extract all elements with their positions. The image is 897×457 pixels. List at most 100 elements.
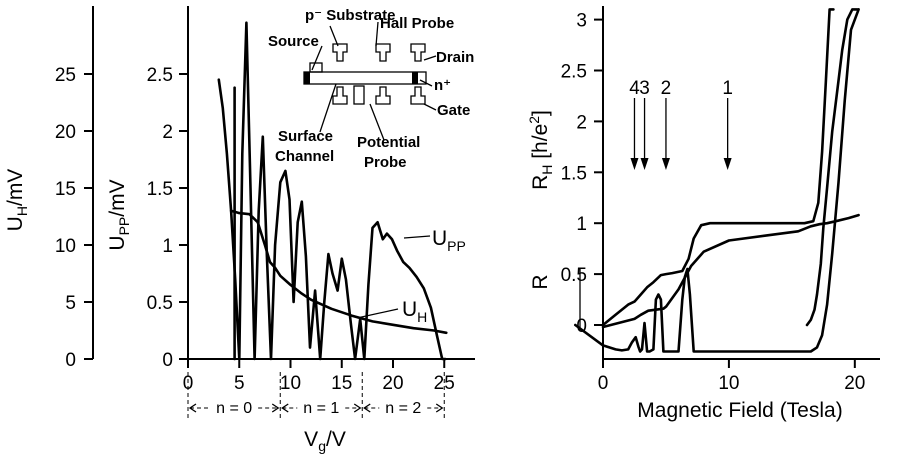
upp-series-label: UPP xyxy=(432,227,466,254)
uh-label-suffix: /mV xyxy=(4,169,27,206)
field-tick-label: 0 xyxy=(598,373,609,394)
filling-factor-label: 1 xyxy=(722,78,733,99)
rh-tick-label: 1 xyxy=(576,214,587,235)
rh-curve-3 xyxy=(574,8,860,353)
upp-tick-label: 0 xyxy=(162,350,173,371)
inset-label: Surface xyxy=(278,128,333,145)
uh-leader xyxy=(356,308,399,319)
rh-curve-0 xyxy=(601,8,835,327)
inset-leader xyxy=(375,21,379,47)
rh-label-end: ] xyxy=(529,110,552,116)
uh-tick-label: 15 xyxy=(55,179,76,200)
uh-series-sub: H xyxy=(417,309,427,325)
upp-series-main: U xyxy=(432,227,447,250)
inset-leader xyxy=(423,55,437,61)
probe-pad xyxy=(410,86,426,105)
uh-curve xyxy=(229,209,448,335)
upp-label-sub: PP xyxy=(116,217,132,236)
vg-label-sub: g xyxy=(318,438,326,454)
probe-pad xyxy=(375,86,391,105)
upp-leader xyxy=(403,235,431,239)
rh-label-sup: 2 xyxy=(526,116,542,124)
upp-tick-label: 2 xyxy=(162,122,173,143)
inset-label: Potential xyxy=(357,134,420,151)
device-channel-bar xyxy=(303,71,427,85)
inset-label: Source xyxy=(268,33,319,50)
upp-label-suffix: /mV xyxy=(106,179,129,216)
region-arrowhead xyxy=(271,403,280,413)
arrowhead xyxy=(661,158,670,170)
upp-tick-label: 1.5 xyxy=(147,179,173,200)
probe-pad xyxy=(375,43,391,62)
region-label: n = 1 xyxy=(303,400,339,417)
inset-leader xyxy=(319,83,337,133)
rh-tick-label: 0.5 xyxy=(561,265,587,286)
region-arrowhead xyxy=(435,403,444,413)
region-label: n = 0 xyxy=(216,400,252,417)
uh-tick-label: 25 xyxy=(55,65,76,86)
arrowhead xyxy=(640,158,649,170)
vg-tick-label: 15 xyxy=(331,373,352,394)
filling-factor-label: 3 xyxy=(639,78,650,99)
source-contact xyxy=(304,72,310,84)
uh-label-main: U xyxy=(4,216,27,231)
vg-tick-label: 10 xyxy=(280,373,301,394)
vg-label-suffix: /V xyxy=(326,428,346,451)
rh-label-main: R xyxy=(529,175,552,190)
probe-pad xyxy=(332,43,348,62)
rh-tick-label: 1.5 xyxy=(561,163,587,184)
gate-pad xyxy=(353,85,365,105)
upp-axis-label: UPP/mV xyxy=(106,179,132,250)
inset-leader xyxy=(369,103,385,141)
rh-tick-label: 2 xyxy=(576,112,587,133)
field-axis-label: Magnetic Field (Tesla) xyxy=(637,399,842,422)
arrowhead xyxy=(630,158,639,170)
upp-series-sub: PP xyxy=(447,238,466,254)
upp-tick-label: 0.5 xyxy=(147,293,173,314)
uh-series-main: U xyxy=(402,298,417,321)
region-arrowhead xyxy=(281,403,289,413)
filling-factor-label: 4 xyxy=(629,78,640,99)
vg-tick-label: 0 xyxy=(183,373,194,394)
vg-tick-label: 5 xyxy=(234,373,245,394)
rh-axis-label: RH [h/e2] xyxy=(526,110,555,190)
region-arrowhead xyxy=(188,403,197,413)
source-pad xyxy=(309,62,323,73)
inset-leader xyxy=(329,25,339,47)
inset-leader xyxy=(419,79,433,87)
vg-axis-label: Vg/V xyxy=(304,428,346,454)
region-arrowhead xyxy=(363,403,371,413)
uh-axis-label: UH/mV xyxy=(4,169,30,232)
field-tick-label: 20 xyxy=(844,373,865,394)
inset-label: Drain xyxy=(436,49,474,66)
vg-tick-label: 25 xyxy=(434,373,455,394)
region-label: n = 2 xyxy=(385,400,421,417)
upp-tick-label: 2.5 xyxy=(147,65,173,86)
inset-label: n⁺ xyxy=(434,77,451,94)
rh-curve-1 xyxy=(601,213,860,329)
uh-label-sub: H xyxy=(14,206,30,216)
arrowhead xyxy=(723,158,732,170)
upp-tick-label: 1 xyxy=(162,236,173,257)
r-axis-label: R xyxy=(529,274,552,289)
rh-label-suffix: [h/e xyxy=(529,124,552,165)
uh-tick-label: 10 xyxy=(55,236,76,257)
uh-tick-label: 5 xyxy=(65,293,76,314)
inset-label: Channel xyxy=(275,148,334,165)
rh-tick-label: 2.5 xyxy=(561,62,587,83)
drain-contact xyxy=(412,72,418,84)
inset-label: Probe xyxy=(364,154,407,171)
uh-series-label: UH xyxy=(402,298,427,325)
inset-label: p⁻ Substrate xyxy=(305,7,395,24)
rh-label-sub: H xyxy=(539,165,555,175)
rh-tick-label: 0 xyxy=(576,316,587,337)
rh-tick-label: 3 xyxy=(576,11,587,32)
inset-leader xyxy=(423,103,437,111)
inset-label: Hall Probe xyxy=(380,15,454,32)
inset-leader xyxy=(311,45,323,71)
field-tick-label: 10 xyxy=(718,373,739,394)
uh-tick-label: 20 xyxy=(55,122,76,143)
